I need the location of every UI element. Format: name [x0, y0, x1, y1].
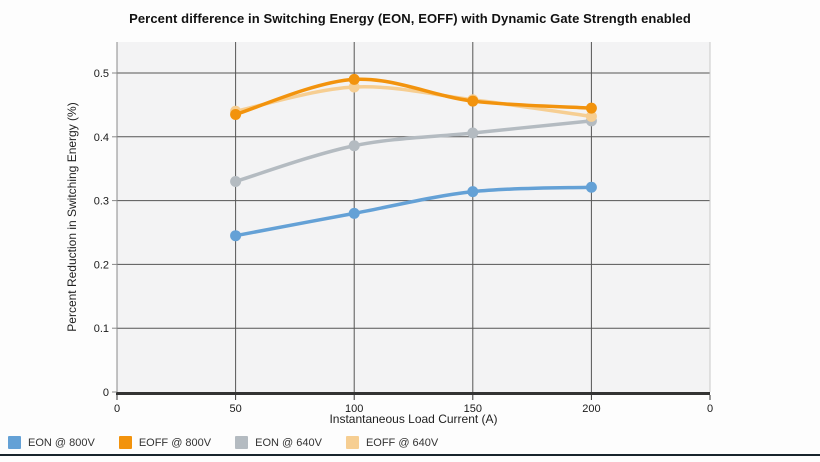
y-tick-label: 0: [103, 387, 109, 399]
legend-item-eoff-800v[interactable]: EOFF @ 800V: [118, 436, 212, 449]
y-tick-label: 0.1: [94, 323, 109, 335]
legend-swatch-eoff-800v: [118, 436, 132, 449]
legend-item-eon-640v[interactable]: EON @ 640V: [235, 436, 322, 449]
legend-item-eon-800v[interactable]: EON @ 800V: [8, 436, 95, 449]
y-tick-label: 0.3: [94, 196, 109, 208]
data-point-eoff-800v[interactable]: [230, 108, 242, 120]
data-point-eon-800v[interactable]: [585, 181, 597, 193]
legend: EON @ 800V EOFF @ 800V EON @ 640V EOFF @…: [8, 436, 438, 449]
data-point-eon-640v[interactable]: [348, 140, 360, 152]
data-point-eoff-800v[interactable]: [467, 95, 479, 107]
data-point-eon-800v[interactable]: [230, 230, 242, 242]
x-tick-label: 150: [464, 403, 482, 415]
bottom-divider: [0, 454, 820, 456]
legend-label: EON @ 800V: [28, 436, 95, 449]
y-axis-title: Percent Reduction in Switching Energy (%…: [65, 102, 79, 332]
series-line-eon-640v: [233, 119, 594, 184]
legend-swatch-eon-640v: [235, 436, 249, 449]
series-line-eon-800v: [233, 185, 594, 238]
x-tick-label: 50: [229, 403, 241, 415]
legend-swatch-eoff-640v: [345, 436, 359, 449]
data-point-eon-800v[interactable]: [348, 207, 360, 219]
data-point-eoff-800v[interactable]: [348, 73, 360, 85]
data-point-eon-640v[interactable]: [467, 127, 479, 139]
plot-area: [117, 42, 710, 392]
legend-label: EOFF @ 640V: [365, 436, 439, 449]
x-tick-label: 200: [582, 403, 600, 415]
chart-title: Percent difference in Switching Energy (…: [129, 11, 691, 26]
y-tick-label: 0.5: [94, 68, 109, 80]
x-tick-label: 0: [707, 403, 713, 415]
series-line-eoff-800v: [233, 77, 594, 117]
x-tick-label: 100: [345, 403, 363, 415]
y-tick-label: 0.2: [94, 259, 109, 271]
x-axis-title: Instantaneous Load Current (A): [329, 412, 498, 426]
data-point-eoff-800v[interactable]: [585, 102, 597, 114]
y-tick-label: 0.4: [94, 132, 109, 144]
legend-swatch-eon-800v: [8, 436, 21, 449]
data-point-eon-640v[interactable]: [230, 175, 242, 187]
legend-label: EOFF @ 800V: [138, 436, 212, 449]
legend-label: EON @ 640V: [255, 436, 322, 449]
data-point-eoff-640v[interactable]: [348, 81, 360, 93]
x-tick-label: 0: [114, 403, 120, 415]
series-line-eoff-640v: [233, 85, 594, 119]
legend-item-eoff-640v[interactable]: EOFF @ 640V: [345, 436, 439, 449]
data-point-eon-800v[interactable]: [467, 186, 479, 198]
data-point-eoff-640v[interactable]: [585, 110, 597, 122]
